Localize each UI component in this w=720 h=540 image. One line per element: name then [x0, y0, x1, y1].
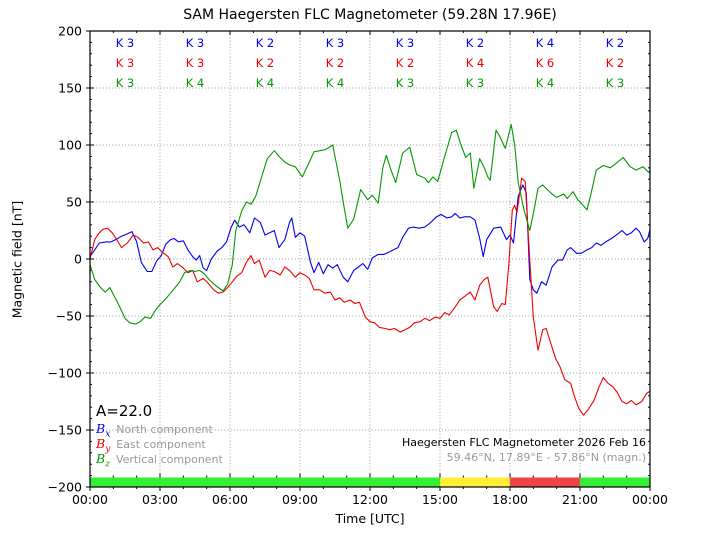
y-tick-label: 0	[74, 252, 82, 267]
series-by-east	[89, 177, 651, 416]
k-index-value-bx: K 4	[535, 36, 555, 50]
y-tick-label: −100	[48, 366, 82, 381]
k-index-value-bz: K 4	[325, 76, 345, 90]
legend-entry-label: East component	[116, 438, 206, 451]
k-index-value-by: K 2	[325, 56, 345, 70]
grid-lines	[90, 31, 650, 487]
y-tick-label: −50	[56, 309, 82, 324]
k-index-value-bz: K 3	[605, 76, 625, 90]
k-index-value-bx: K 2	[605, 36, 625, 50]
activity-bar-segment	[580, 477, 650, 487]
k-index-value-bx: K 3	[185, 36, 205, 50]
x-tick-label: 06:00	[212, 492, 248, 507]
x-tick-label: 18:00	[492, 492, 528, 507]
k-index-value-bz: K 4	[185, 76, 205, 90]
k-index-value-bx: K 3	[115, 36, 135, 50]
legend-entry-label: Vertical component	[115, 453, 223, 466]
chart-title: SAM Haegersten FLC Magnetometer (59.28N …	[183, 7, 557, 23]
y-tick-label: 200	[58, 24, 82, 39]
k-index-value-bz: K 3	[465, 76, 485, 90]
activity-bar-segment	[440, 477, 510, 487]
k-index-value-by: K 3	[115, 56, 135, 70]
x-axis-label: Time [UTC]	[335, 511, 405, 526]
k-index-value-by: K 3	[185, 56, 205, 70]
k-index-value-by: K 2	[605, 56, 625, 70]
k-index-value-bz: K 3	[115, 76, 135, 90]
a-index-annotation: A=22.0	[96, 402, 153, 420]
legend-series-symbol: Bz	[96, 451, 110, 470]
x-tick-label: 09:00	[282, 492, 318, 507]
k-index-value-bz: K 4	[255, 76, 275, 90]
series-bz-vertical	[89, 123, 651, 325]
y-tick-label: 50	[66, 195, 82, 210]
legend: Bx North component By East component Bz Verti…	[96, 421, 223, 470]
x-tick-labels: 00:00 03:00 06:00 09:00 12:00 15:00 18:00 21:00…	[72, 492, 668, 507]
x-tick-label: 12:00	[352, 492, 388, 507]
station-annotation-line2: 59.46°N, 17.89°E - 57.86°N (magn.)	[446, 451, 646, 464]
y-tick-label: 150	[58, 81, 82, 96]
k-index-value-bx: K 2	[255, 36, 275, 50]
k-index-value-by: K 2	[395, 56, 415, 70]
k-index-value-bx: K 3	[325, 36, 345, 50]
legend-entry: Bz Vertical component	[96, 451, 223, 470]
activity-bar	[90, 477, 650, 487]
x-tick-label: 00:00	[72, 492, 108, 507]
x-tick-label: 21:00	[562, 492, 598, 507]
legend-series-symbol: By	[96, 436, 111, 455]
y-tick-labels: 200 150 100 50 0 −50 −100 −150 −200	[48, 24, 82, 495]
plot-border	[89, 30, 651, 488]
x-tick-label: 15:00	[422, 492, 458, 507]
k-index-value-bx: K 2	[465, 36, 485, 50]
y-axis-label: Magnetic field [nT]	[9, 200, 25, 319]
series-bx-north	[89, 184, 651, 294]
y-tick-label: 100	[58, 138, 82, 153]
k-index-value-bx: K 3	[395, 36, 415, 50]
k-index-value-by: K 4	[465, 56, 485, 70]
legend-series-symbol: Bx	[96, 421, 111, 440]
activity-bar-segment	[510, 477, 580, 487]
activity-bar-segment	[90, 477, 440, 487]
x-tick-label: 00:00	[632, 492, 668, 507]
legend-entry-label: North component	[116, 423, 213, 436]
y-tick-label: −200	[48, 480, 82, 495]
data-series	[89, 123, 651, 416]
k-index-value-by: K 6	[535, 56, 555, 70]
k-index-value-by: K 2	[255, 56, 275, 70]
x-tick-label: 03:00	[142, 492, 178, 507]
k-index-value-bz: K 3	[395, 76, 415, 90]
station-annotation-line1: Haegersten FLC Magnetometer 2026 Feb 16	[401, 436, 646, 449]
legend-entry: By East component	[96, 436, 223, 455]
y-tick-label: −150	[48, 423, 82, 438]
legend-entry: Bx North component	[96, 421, 223, 440]
k-index-value-bz: K 4	[535, 76, 555, 90]
